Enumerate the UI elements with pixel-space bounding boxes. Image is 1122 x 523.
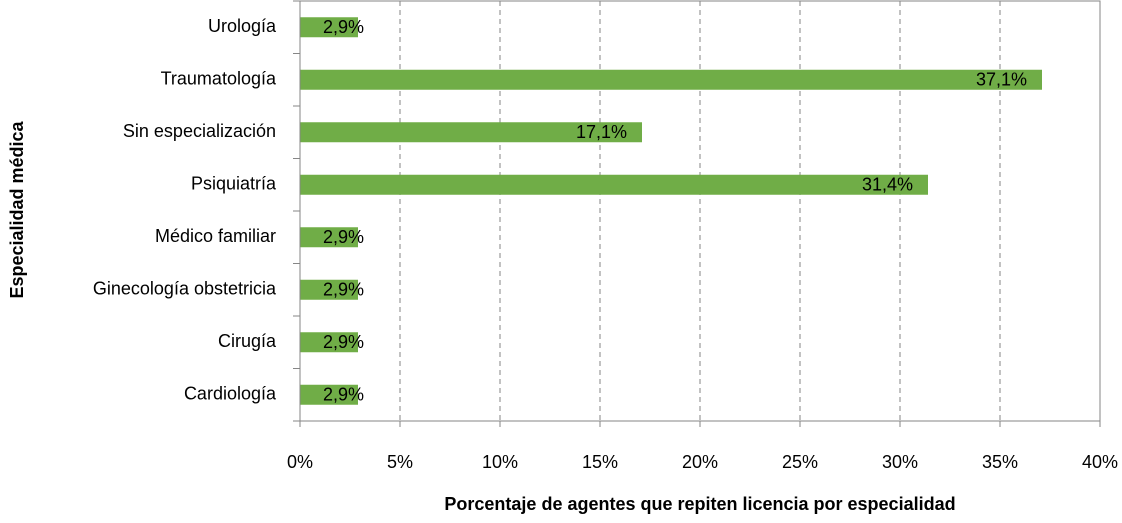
bar: [300, 174, 928, 195]
x-tick-label: 5%: [387, 452, 413, 472]
y-tick-label: Cardiología: [184, 384, 277, 404]
value-label: 2,9%: [323, 332, 364, 352]
bar: [300, 279, 358, 300]
bar: [300, 227, 358, 248]
value-label: 37,1%: [976, 70, 1027, 90]
value-label: 17,1%: [576, 122, 627, 142]
x-axis-title: Porcentaje de agentes que repiten licenc…: [444, 494, 955, 514]
y-tick-label: Cirugía: [218, 331, 277, 351]
y-tick-label: Ginecología obstetricia: [93, 279, 277, 299]
value-label: 31,4%: [862, 175, 913, 195]
bar: [300, 384, 358, 405]
bar: [300, 69, 1042, 90]
bar: [300, 17, 358, 38]
x-tick-label: 0%: [287, 452, 313, 472]
x-tick-label: 35%: [982, 452, 1018, 472]
x-tick-label: 25%: [782, 452, 818, 472]
y-tick-label: Psiquiatría: [191, 174, 277, 194]
y-tick-label: Sin especialización: [123, 121, 276, 141]
value-label: 2,9%: [323, 385, 364, 405]
x-tick-label: 20%: [682, 452, 718, 472]
value-label: 2,9%: [323, 280, 364, 300]
x-tick-label: 10%: [482, 452, 518, 472]
bar: [300, 332, 358, 353]
value-label: 2,9%: [323, 17, 364, 37]
y-tick-label: Médico familiar: [155, 226, 276, 246]
bar: [300, 122, 642, 143]
y-tick-label: Traumatología: [161, 69, 277, 89]
value-label: 2,9%: [323, 227, 364, 247]
y-tick-label: Urología: [208, 16, 277, 36]
x-tick-label: 30%: [882, 452, 918, 472]
x-tick-label: 15%: [582, 452, 618, 472]
x-tick-label: 40%: [1082, 452, 1118, 472]
y-axis-title: Especialidad médica: [7, 120, 27, 298]
